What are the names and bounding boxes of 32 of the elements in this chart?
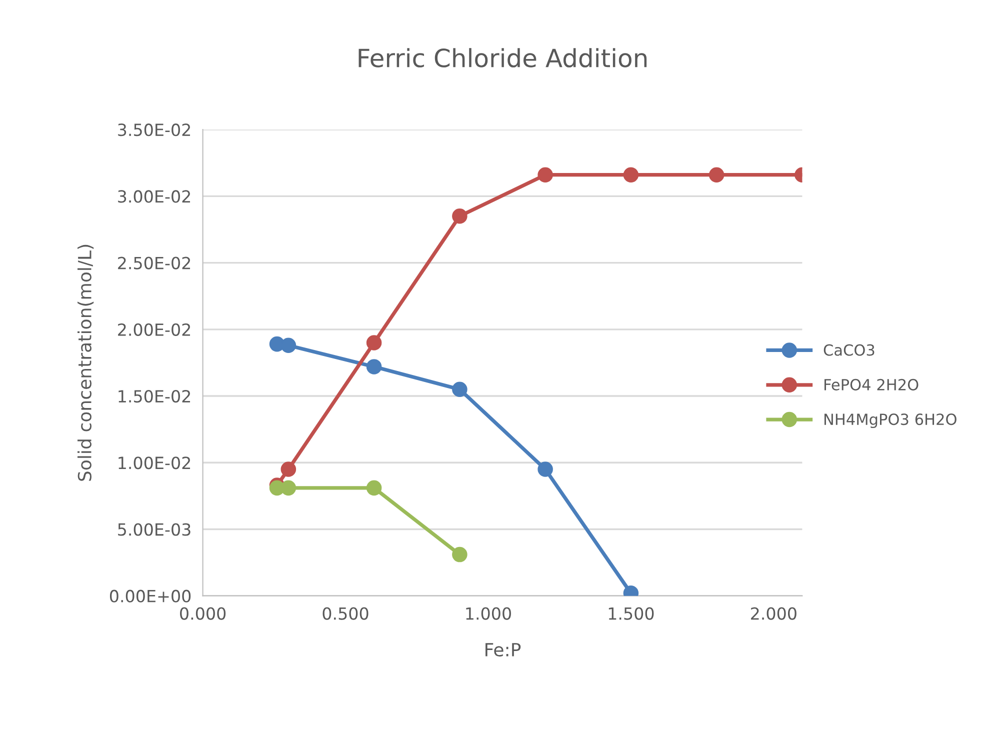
x-tick-label: 0.500	[322, 607, 368, 620]
x-tick-label: 2.000	[751, 607, 796, 620]
point	[280, 462, 296, 477]
point	[280, 480, 296, 496]
y-axis-title: Solid concentration(mol/L)	[78, 244, 94, 481]
point	[452, 546, 468, 562]
point	[708, 167, 724, 182]
chart-title: Ferric Chloride Addition	[358, 48, 647, 68]
y-tick-label: 3.00E-02	[118, 190, 190, 203]
x-tick-label: 1.500	[608, 607, 654, 620]
y-tick-label: 1.00E-02	[118, 456, 190, 470]
point	[366, 335, 382, 350]
legend-label: NH4MgPO3 6H2O	[824, 414, 956, 428]
x-tick-label: 1.000	[466, 607, 511, 620]
y-tick-label: 1.50E-02	[118, 390, 190, 403]
legend-label: FePO4 2H2O	[824, 378, 918, 390]
y-tick-label: 3.50E-02	[118, 124, 190, 136]
y-tick-label: 2.50E-02	[118, 256, 190, 270]
point	[623, 167, 639, 182]
point	[366, 359, 382, 374]
point	[538, 462, 553, 477]
point	[538, 167, 553, 182]
legend-label: CaCO3	[824, 344, 874, 356]
y-tick-label: 0.00E+00	[110, 590, 191, 602]
point	[280, 338, 296, 354]
x-tick-label: 0.000	[180, 607, 226, 620]
point	[452, 208, 468, 224]
y-tick-label: 5.00E-03	[118, 523, 190, 536]
x-axis-title: Fe:P	[486, 643, 521, 657]
point	[452, 382, 468, 397]
point	[366, 480, 382, 496]
y-tick-label: 2.00E-02	[118, 323, 190, 336]
